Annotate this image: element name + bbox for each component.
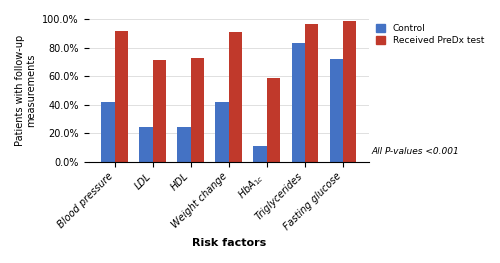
Bar	[114, 31, 128, 161]
X-axis label: Risk factors: Risk factors	[192, 238, 266, 248]
Bar	[178, 127, 190, 161]
Legend: Control, Received PreDx test: Control, Received PreDx test	[376, 23, 484, 45]
Bar	[343, 21, 356, 161]
Bar	[190, 58, 204, 161]
Text: All P-values <0.001: All P-values <0.001	[372, 148, 460, 156]
Bar	[228, 32, 242, 161]
Bar	[152, 60, 166, 161]
Bar	[254, 146, 267, 161]
Bar	[267, 78, 280, 161]
Bar	[102, 102, 114, 161]
Bar	[140, 127, 152, 161]
Bar	[305, 24, 318, 161]
Bar	[216, 102, 228, 161]
Bar	[292, 43, 305, 161]
Bar	[330, 59, 343, 161]
Y-axis label: Patients with follow-up
measurements: Patients with follow-up measurements	[15, 35, 36, 146]
